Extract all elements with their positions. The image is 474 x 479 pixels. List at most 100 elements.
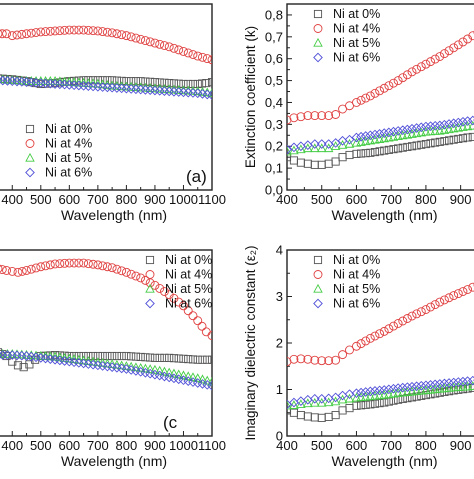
series-ni-at-0- — [283, 133, 474, 169]
data-point — [394, 319, 402, 327]
legend-label: Ni at 4% — [165, 268, 212, 282]
data-point — [132, 34, 140, 42]
data-point — [459, 288, 467, 296]
data-point — [427, 303, 435, 311]
legend-marker — [314, 256, 321, 263]
x-tick-label: 500 — [30, 438, 52, 453]
panel-label: (c — [163, 413, 178, 432]
data-point — [380, 84, 388, 92]
legend-label: Ni at 5% — [165, 282, 212, 296]
data-point — [194, 356, 201, 363]
legend-marker — [26, 140, 34, 148]
data-point — [156, 40, 164, 48]
data-point — [194, 52, 202, 60]
x-tick-label: 500 — [30, 192, 52, 207]
data-point — [113, 265, 121, 273]
data-point — [109, 352, 116, 359]
x-tick-label: 800 — [116, 192, 138, 207]
data-point — [75, 259, 83, 267]
data-point — [445, 47, 453, 55]
data-point — [357, 150, 364, 157]
data-point — [362, 337, 370, 345]
data-point — [118, 352, 125, 359]
data-point — [122, 32, 130, 40]
data-point — [290, 157, 297, 164]
plot-frame — [287, 250, 474, 436]
y-tick-label: 0 — [276, 429, 283, 444]
legend-label: Ni at 5% — [333, 36, 380, 50]
data-point — [371, 332, 379, 340]
data-point — [367, 401, 374, 408]
data-point — [203, 55, 211, 63]
data-point — [403, 315, 411, 323]
legend-marker — [314, 10, 321, 17]
data-point — [137, 35, 145, 43]
data-point — [297, 411, 304, 418]
data-point — [184, 49, 192, 57]
legend-label: Ni at 6% — [45, 166, 92, 180]
data-point — [353, 402, 360, 409]
data-point — [175, 355, 182, 362]
legend-label: Ni at 6% — [165, 297, 212, 311]
data-point — [198, 80, 205, 87]
data-point — [413, 65, 421, 73]
x-tick-label: 700 — [380, 438, 402, 453]
data-point — [175, 46, 183, 54]
panel-label: (a) — [186, 167, 207, 186]
x-tick-label: 700 — [380, 192, 402, 207]
x-tick-label: 600 — [58, 438, 80, 453]
data-point — [459, 38, 467, 46]
data-point — [394, 77, 402, 85]
x-tick-label: 600 — [346, 192, 368, 207]
data-point — [146, 38, 154, 46]
data-point — [85, 352, 92, 359]
data-point — [27, 265, 35, 273]
legend-marker — [26, 154, 34, 161]
data-point — [123, 78, 130, 85]
data-point — [450, 44, 458, 52]
data-point — [311, 161, 318, 168]
legend-marker — [314, 299, 322, 307]
legend-label: Ni at 4% — [333, 268, 380, 282]
legend-label: Ni at 0% — [333, 7, 380, 21]
data-point — [160, 42, 168, 50]
data-point — [65, 259, 73, 267]
data-point — [408, 312, 416, 320]
legend-label: Ni at 6% — [333, 51, 380, 65]
data-point — [454, 41, 462, 49]
data-point — [137, 353, 144, 360]
data-point — [417, 308, 425, 316]
y-tick-label: 0,1 — [265, 161, 283, 176]
data-point — [198, 322, 206, 330]
data-point — [122, 268, 130, 276]
data-point — [318, 414, 325, 421]
legend-label: Ni at 4% — [45, 137, 92, 151]
data-point — [109, 77, 116, 84]
legend-label: Ni at 4% — [333, 22, 380, 36]
x-tick-label: 500 — [311, 192, 333, 207]
data-point — [170, 44, 178, 52]
legend-label: Ni at 0% — [45, 122, 92, 136]
data-point — [371, 400, 378, 407]
plot-frame — [287, 4, 474, 190]
data-point — [366, 334, 374, 342]
data-point — [450, 292, 458, 300]
data-point — [325, 160, 332, 167]
data-point — [32, 264, 40, 272]
legend-marker — [314, 39, 322, 46]
data-point — [318, 161, 325, 168]
y-tick-label: 0,6 — [265, 51, 283, 66]
data-point — [141, 37, 149, 45]
data-point — [454, 290, 462, 298]
x-tick-label: 500 — [311, 438, 333, 453]
data-point — [445, 294, 453, 302]
data-point — [399, 74, 407, 82]
data-point — [440, 50, 448, 58]
data-point — [0, 30, 2, 38]
x-tick-label: 1000 — [169, 438, 198, 453]
data-point — [290, 398, 298, 406]
data-point — [376, 330, 384, 338]
data-point — [346, 405, 353, 412]
